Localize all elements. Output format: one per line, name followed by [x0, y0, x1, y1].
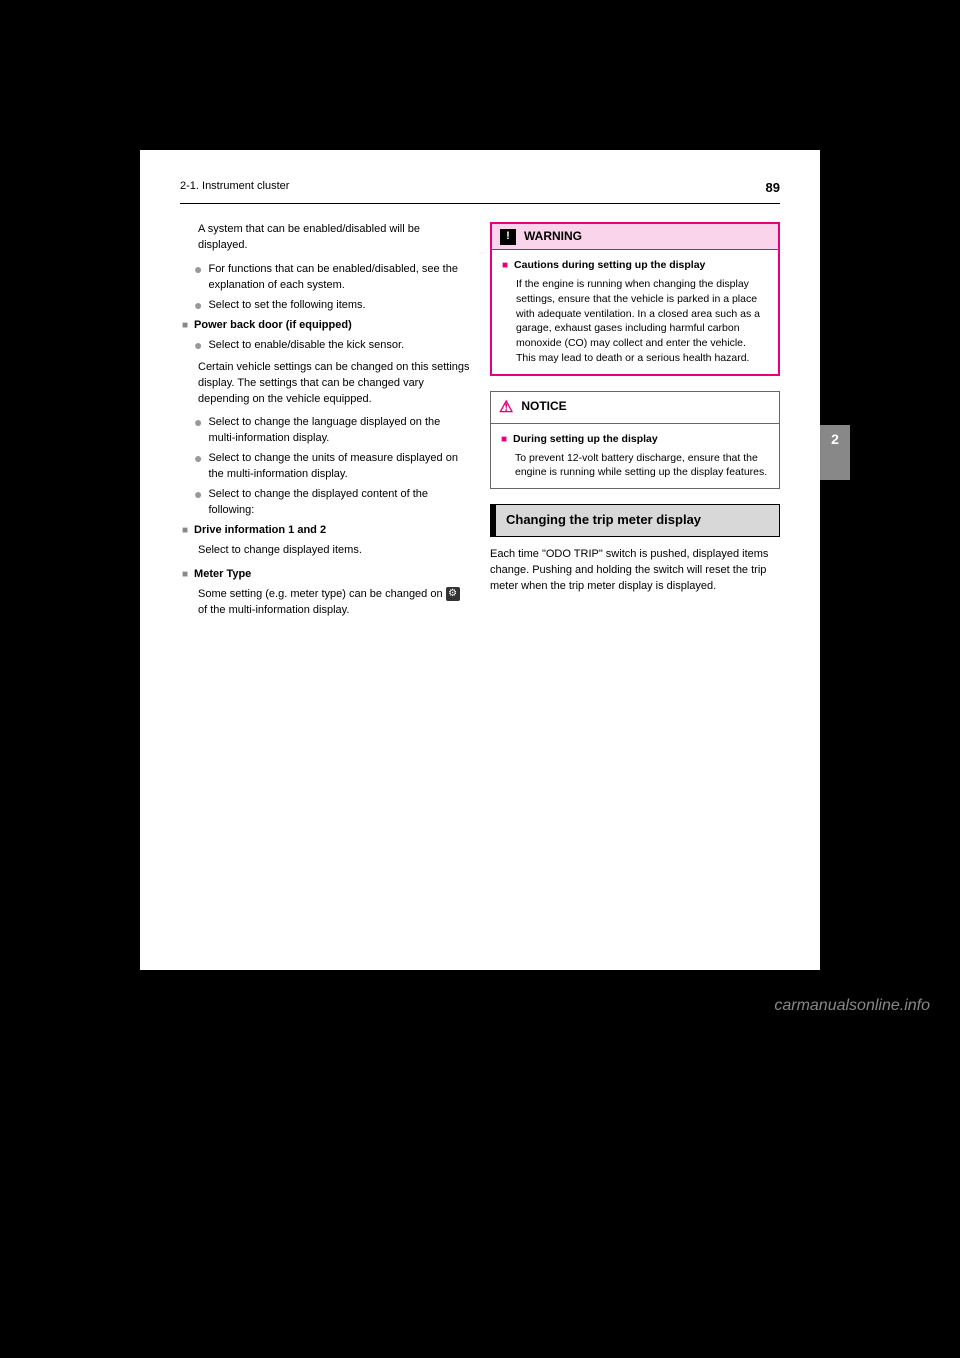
warning-header: ! WARNING: [492, 224, 778, 250]
notice-box: ⚠ NOTICE ■ During setting up the display…: [490, 391, 780, 490]
square-marker-icon: ■: [182, 318, 188, 334]
section-heading-box: Changing the trip meter display: [490, 504, 780, 537]
chapter-tab: 2: [820, 425, 850, 480]
bullet-icon: ●: [194, 451, 202, 483]
section-label: 2-1. Instrument cluster: [180, 180, 289, 195]
warning-title: WARNING: [524, 228, 582, 245]
notice-body: ■ During setting up the display To preve…: [491, 424, 779, 488]
bullet-item: ● Select to enable/disable the kick sens…: [180, 338, 470, 354]
bullet-text: Select to change the displayed content o…: [208, 487, 470, 519]
sub-heading-text: Power back door (if equipped): [194, 318, 352, 334]
notice-sub-title: During setting up the display: [513, 432, 658, 447]
pink-square-icon: ■: [502, 258, 508, 273]
gear-paragraph: Some setting (e.g. meter type) can be ch…: [180, 587, 470, 619]
notice-subheading: ■ During setting up the display: [501, 432, 769, 447]
bullet-icon: ●: [194, 262, 202, 294]
gear-icon: ⚙: [446, 587, 460, 601]
bullet-text: Select to change the language displayed …: [208, 415, 470, 447]
paragraph: Certain vehicle settings can be changed …: [180, 360, 470, 408]
bullet-item: ● Select to change the language displaye…: [180, 415, 470, 447]
bullet-icon: ●: [194, 415, 202, 447]
notice-text: To prevent 12-volt battery discharge, en…: [501, 451, 769, 480]
sub-heading: ■ Meter Type: [180, 567, 470, 583]
warning-exclaim-icon: !: [500, 229, 516, 245]
manual-page: 2-1. Instrument cluster 89 2 A system th…: [140, 150, 820, 970]
bullet-item: ● Select to change the displayed content…: [180, 487, 470, 519]
notice-title: NOTICE: [521, 398, 566, 415]
bullet-item: ● For functions that can be enabled/disa…: [180, 262, 470, 294]
bullet-text: Select to enable/disable the kick sensor…: [208, 338, 404, 354]
warning-text: If the engine is running when changing t…: [502, 277, 768, 365]
tab-number: 2: [831, 431, 839, 447]
page-number: 89: [766, 180, 780, 195]
bullet-item: ● Select to change the units of measure …: [180, 451, 470, 483]
square-marker-icon: ■: [182, 523, 188, 539]
bullet-text: For functions that can be enabled/disabl…: [208, 262, 470, 294]
pink-square-icon: ■: [501, 432, 507, 447]
bullet-text: Select to set the following items.: [208, 298, 365, 314]
text-after: of the multi-information display.: [198, 604, 349, 616]
sub-heading: ■ Power back door (if equipped): [180, 318, 470, 334]
bullet-icon: ●: [194, 338, 202, 354]
notice-triangle-icon: ⚠: [499, 396, 513, 419]
page-header: 2-1. Instrument cluster 89: [180, 180, 780, 204]
sub-heading-text: Meter Type: [194, 567, 251, 583]
right-column: ! WARNING ■ Cautions during setting up t…: [490, 222, 780, 627]
bullet-text: Select to change the units of measure di…: [208, 451, 470, 483]
watermark: carmanualsonline.info: [774, 997, 930, 1015]
warning-subheading: ■ Cautions during setting up the display: [502, 258, 768, 273]
intro-paragraph: A system that can be enabled/disabled wi…: [180, 222, 470, 254]
content-columns: A system that can be enabled/disabled wi…: [180, 222, 780, 627]
bullet-icon: ●: [194, 487, 202, 519]
bullet-item: ● Select to set the following items.: [180, 298, 470, 314]
warning-sub-title: Cautions during setting up the display: [514, 258, 705, 273]
sub-heading-text: Drive information 1 and 2: [194, 523, 326, 539]
warning-body: ■ Cautions during setting up the display…: [492, 250, 778, 373]
square-marker-icon: ■: [182, 567, 188, 583]
left-column: A system that can be enabled/disabled wi…: [180, 222, 470, 627]
bullet-icon: ●: [194, 298, 202, 314]
trip-meter-paragraph: Each time "ODO TRIP" switch is pushed, d…: [490, 547, 780, 595]
text-before: Some setting (e.g. meter type) can be ch…: [198, 588, 446, 600]
notice-header: ⚠ NOTICE: [491, 392, 779, 424]
sub-heading: ■ Drive information 1 and 2: [180, 523, 470, 539]
sub-text: Select to change displayed items.: [180, 543, 470, 559]
warning-box: ! WARNING ■ Cautions during setting up t…: [490, 222, 780, 376]
